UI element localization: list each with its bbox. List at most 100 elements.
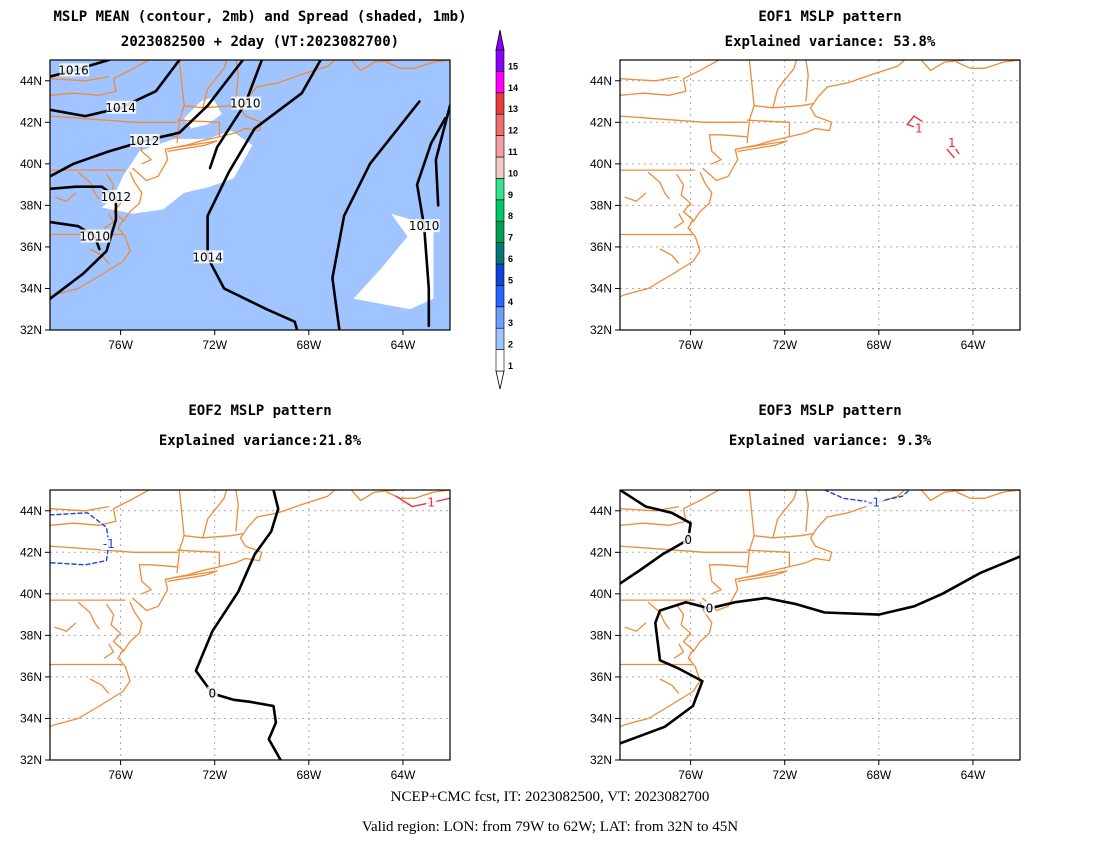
coastline — [103, 213, 115, 229]
svg-text:0: 0 — [209, 687, 217, 701]
colorbar-label: 4 — [508, 297, 513, 307]
colorbar-label: 15 — [508, 61, 518, 71]
coastline — [50, 115, 178, 123]
footer-forecast-info: NCEP+CMC fcst, IT: 2023082500, VT: 20230… — [390, 789, 710, 805]
coastline — [54, 622, 77, 632]
coastline — [235, 490, 239, 532]
contour-label: 1012 — [101, 190, 132, 204]
colorbar-label: 7 — [508, 233, 513, 243]
x-tick-label: 76W — [108, 338, 133, 352]
coastline — [692, 601, 713, 653]
coastline — [50, 490, 227, 526]
colorbar-swatch — [495, 71, 505, 94]
y-tick-label: 34N — [590, 711, 612, 725]
colorbar-label: 11 — [508, 147, 518, 157]
y-tick-label: 32N — [20, 753, 42, 767]
contour-line — [620, 555, 1020, 745]
y-tick-label: 32N — [590, 323, 612, 337]
svg-text:1: 1 — [915, 122, 923, 136]
panel-2-map: 1 1 76W 72W 68W 64W 32N 34N 36N 38N 40N 42N 44N — [590, 59, 1021, 352]
colorbar-low-arrow — [495, 370, 505, 390]
x-tick-label: 64W — [961, 768, 986, 782]
panel3-title: EOF2 MSLP pattern — [188, 403, 332, 419]
coastline — [620, 603, 701, 728]
y-tick-label: 34N — [590, 281, 612, 295]
coastline — [692, 171, 713, 223]
coastline — [747, 549, 791, 567]
y-tick-label: 40N — [20, 587, 42, 601]
coastline — [772, 60, 798, 108]
panel4-title: EOF3 MSLP pattern — [758, 403, 902, 419]
coastline — [50, 505, 109, 512]
colorbar-label: 8 — [508, 211, 513, 221]
coastline — [620, 115, 748, 123]
x-tick-label: 68W — [296, 338, 321, 352]
svg-text:1: 1 — [948, 136, 956, 150]
panel-1-map: 1016 1014 1012 1010 1012 1010 1014 1010 76W 72W 68… — [20, 59, 451, 352]
coastline — [673, 643, 685, 659]
contour-label: 1012 — [129, 134, 160, 148]
contour-label: 1 — [913, 121, 925, 136]
plot-frame — [619, 59, 1021, 331]
svg-text:1: 1 — [427, 495, 435, 509]
contour-label: -1 — [100, 537, 118, 551]
x-tick-label: 72W — [202, 768, 227, 782]
coastline — [746, 60, 755, 144]
coastline — [920, 60, 966, 72]
colorbar-swatch — [495, 92, 505, 115]
coastline — [647, 171, 670, 200]
coastline — [50, 60, 227, 96]
coastline — [202, 60, 228, 108]
contour-line — [395, 495, 450, 508]
svg-text:-1: -1 — [103, 537, 115, 551]
coastline — [805, 60, 809, 102]
svg-text:1016: 1016 — [58, 63, 89, 77]
colorbar-label: 12 — [508, 126, 518, 136]
coastline — [620, 75, 679, 82]
y-tick-label: 36N — [20, 670, 42, 684]
panel4-subtitle: Explained variance: 9.3% — [728, 433, 932, 449]
colorbar-swatch — [495, 349, 505, 372]
contour-line — [620, 490, 692, 585]
x-tick-label: 64W — [961, 338, 986, 352]
coastline — [138, 564, 178, 595]
coastline — [659, 248, 680, 264]
coastline — [624, 622, 647, 632]
x-tick-label: 64W — [391, 338, 416, 352]
y-tick-label: 34N — [20, 711, 42, 725]
contour-label: 1010 — [79, 229, 111, 244]
y-tick-label: 38N — [590, 198, 612, 212]
coastline — [131, 60, 336, 182]
coastline — [184, 532, 244, 539]
coastline — [647, 601, 670, 630]
y-tick-label: 40N — [590, 157, 612, 171]
y-tick-label: 40N — [20, 157, 42, 171]
coastline — [737, 140, 788, 153]
colorbar-swatch — [495, 285, 505, 308]
contour-label: -1 — [866, 495, 883, 509]
coastline — [167, 570, 218, 583]
contour-label: 0 — [704, 601, 715, 615]
svg-text:1010: 1010 — [409, 219, 440, 233]
colorbar-swatch — [495, 220, 505, 243]
colorbar-label: 10 — [508, 168, 518, 178]
y-tick-label: 40N — [590, 587, 612, 601]
y-tick-label: 36N — [20, 240, 42, 254]
contour-line — [194, 490, 282, 760]
y-tick-label: 36N — [590, 670, 612, 684]
coastline — [350, 490, 396, 502]
colorbar-label: 5 — [508, 275, 513, 285]
coastline — [708, 564, 748, 595]
coastline — [235, 60, 239, 102]
y-tick-label: 42N — [20, 115, 42, 129]
coastline — [772, 490, 798, 538]
coastline — [350, 60, 396, 72]
plot-frame — [49, 489, 451, 761]
coastline — [103, 643, 115, 659]
colorbar-label: 13 — [508, 104, 518, 114]
colorbar-label: 6 — [508, 254, 513, 264]
x-tick-label: 72W — [202, 338, 227, 352]
panel1-title: MSLP MEAN (contour, 2mb) and Spread (sha… — [53, 9, 467, 25]
x-tick-label: 76W — [108, 768, 133, 782]
